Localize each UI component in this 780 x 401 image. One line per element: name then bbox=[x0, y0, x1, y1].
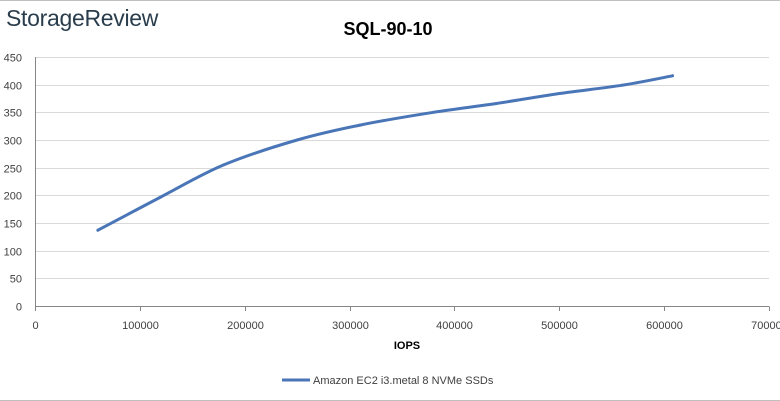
y-tick-label: 400 bbox=[4, 81, 22, 93]
series-line-0 bbox=[96, 74, 674, 232]
data-point bbox=[159, 195, 163, 199]
y-tick-label: 50 bbox=[10, 274, 22, 286]
data-point bbox=[671, 74, 674, 78]
data-point bbox=[620, 83, 624, 87]
data-point bbox=[222, 163, 226, 167]
x-tick-label: 300000 bbox=[332, 320, 369, 332]
chart-title: SQL-90-10 bbox=[343, 19, 432, 39]
x-tick-label: 700000 bbox=[751, 320, 780, 332]
y-tick-label: 300 bbox=[4, 136, 22, 148]
x-tick-label: 0 bbox=[32, 320, 38, 332]
data-point bbox=[358, 123, 362, 127]
series bbox=[96, 74, 674, 232]
legend: Amazon EC2 i3.metal 8 NVMe SSDs bbox=[282, 375, 494, 387]
x-tick-label: 200000 bbox=[227, 320, 264, 332]
y-tick-label: 450 bbox=[4, 53, 22, 65]
y-tick-label: 350 bbox=[4, 108, 22, 120]
x-tick-label: 400000 bbox=[436, 320, 473, 332]
y-tick-label: 0 bbox=[16, 302, 22, 314]
y-tick-label: 100 bbox=[4, 247, 22, 259]
y-tick-label: 250 bbox=[4, 164, 22, 176]
x-tick-label: 600000 bbox=[646, 320, 683, 332]
x-axis-title: IOPS bbox=[394, 340, 420, 352]
data-point bbox=[432, 110, 435, 114]
data-point bbox=[494, 102, 498, 105]
storagereview-logo: StorageReview bbox=[6, 5, 159, 31]
x-axis-tick-labels: 0 100000 200000 300000 400000 500000 600000 700… bbox=[32, 320, 780, 332]
y-axis-tick-labels: 0 50 100 150 200 250 300 350 400 450 bbox=[4, 53, 22, 314]
data-point bbox=[295, 138, 299, 142]
grid bbox=[35, 57, 769, 279]
x-tick-label: 500000 bbox=[541, 320, 578, 332]
legend-label: Amazon EC2 i3.metal 8 NVMe SSDs bbox=[313, 375, 494, 387]
data-point bbox=[96, 228, 100, 232]
x-tick-label: 100000 bbox=[122, 320, 159, 332]
y-tick-label: 200 bbox=[4, 191, 22, 203]
axes bbox=[35, 57, 770, 311]
data-point bbox=[557, 92, 561, 95]
y-tick-label: 150 bbox=[4, 219, 22, 231]
